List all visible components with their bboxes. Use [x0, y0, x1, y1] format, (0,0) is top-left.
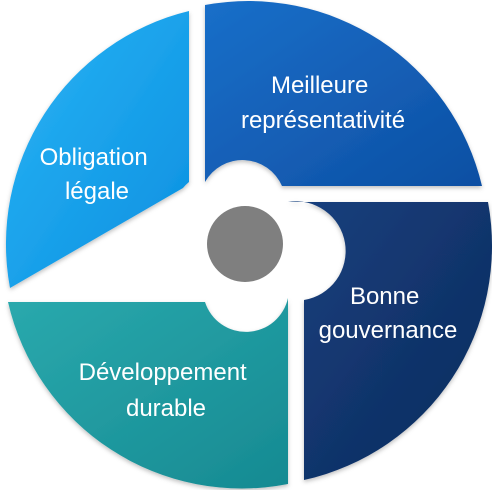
label-gouvernance-line2: gouvernance	[319, 317, 458, 344]
segment-meilleure-representativite	[205, 1, 482, 186]
segment-developpement-durable	[8, 298, 288, 489]
label-meilleure-representativite: Meilleure représentativité	[241, 72, 405, 134]
center-hub-disc	[207, 206, 283, 282]
segment-obligation-legale	[5, 11, 190, 288]
label-representativite-line1: Meilleure	[271, 72, 368, 99]
label-obligation-line1: Obligation	[40, 144, 148, 171]
label-developpement-line1: Développement	[79, 359, 247, 386]
label-developpement-line2: durable	[126, 395, 206, 422]
label-gouvernance-line1: Bonne	[350, 283, 419, 310]
label-obligation-legale: Obligation légale	[40, 144, 155, 205]
segment-bonne-gouvernance	[288, 201, 492, 480]
label-bonne-gouvernance: Bonne gouvernance	[319, 283, 458, 344]
label-obligation-line2: légale	[65, 178, 129, 205]
label-representativite-line2: représentativité	[241, 107, 405, 134]
label-developpement-durable: Développement durable	[79, 359, 254, 422]
